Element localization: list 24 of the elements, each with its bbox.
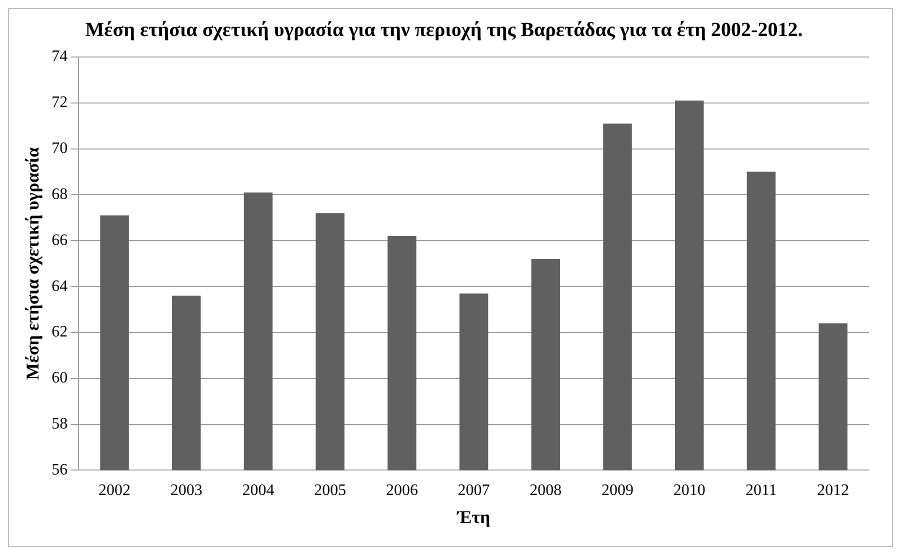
x-tick-label: 2010 — [673, 482, 706, 500]
y-tick-label: 74 — [52, 48, 68, 66]
y-tick-label: 72 — [52, 94, 68, 112]
x-tick-label: 2011 — [746, 482, 777, 500]
y-tick-label: 62 — [52, 324, 68, 341]
y-tick-label: 58 — [52, 415, 68, 432]
x-tick-label: 2002 — [98, 482, 131, 500]
x-tick-label: 2008 — [530, 482, 562, 500]
x-tick-label: 2007 — [458, 482, 490, 500]
y-tick-label: 66 — [52, 232, 68, 249]
x-tick-label: 2004 — [242, 482, 274, 500]
y-tick-label: 60 — [52, 370, 68, 387]
x-axis-title: Έτη — [456, 506, 490, 527]
x-tick-label: 2006 — [386, 482, 418, 500]
x-tick-label: 2003 — [170, 482, 202, 500]
y-tick-label: 68 — [52, 186, 68, 203]
y-tick-label: 70 — [52, 140, 68, 158]
chart-title: Μέση ετήσια σχετική υγρασία για την περιοχή της Βαρετάδας για τα έτη 2002-2012. — [85, 19, 803, 42]
y-tick-label: 64 — [52, 278, 68, 295]
y-axis-title: Μέση ετήσια σχετική υγρασία — [22, 147, 42, 380]
x-tick-label: 2012 — [817, 482, 850, 500]
x-tick-label: 2009 — [602, 482, 634, 500]
y-tick-label: 56 — [52, 461, 68, 478]
x-tick-label: 2005 — [314, 482, 346, 500]
